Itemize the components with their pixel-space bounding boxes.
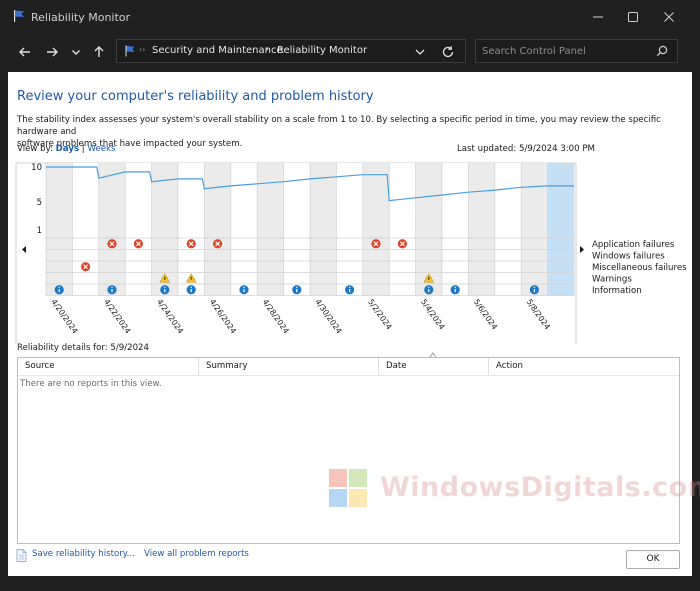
address-bar[interactable]: ›› Security and Maintenance › Reliabilit…: [116, 39, 466, 63]
flag-icon: [12, 9, 26, 23]
day-column-2[interactable]: [99, 163, 125, 296]
search-box[interactable]: [475, 39, 678, 63]
up-arrow-icon: [92, 45, 106, 59]
information-dot: [111, 287, 112, 288]
column-action[interactable]: Action: [489, 358, 679, 375]
breadcrumb-separator: ›: [265, 44, 269, 55]
day-column-12[interactable]: [363, 163, 389, 296]
information-dot: [191, 287, 192, 288]
close-button[interactable]: [654, 6, 684, 28]
event-row-label: Warnings: [592, 274, 632, 284]
information-dot: [428, 287, 429, 288]
table-header: Source Summary Date Action: [18, 358, 679, 376]
windows-logo-icon: [328, 468, 368, 508]
last-updated: Last updated: 5/9/2024 3:00 PM: [457, 144, 595, 154]
day-column-3[interactable]: [125, 163, 151, 296]
day-column-13[interactable]: [389, 163, 415, 296]
y-tick-label: 5: [37, 198, 42, 208]
event-row-label: Application failures: [592, 240, 675, 250]
details-label: Reliability details for: 5/9/2024: [17, 343, 149, 353]
column-date[interactable]: Date: [379, 358, 489, 375]
forward-button[interactable]: [42, 42, 62, 62]
breadcrumb-security-and-maintenance[interactable]: Security and Maintenance: [152, 45, 283, 56]
scroll-right-arrow-icon[interactable]: [580, 246, 584, 253]
view-days-link[interactable]: Days: [56, 144, 79, 154]
watermark: WindowsDigitals.com: [328, 466, 698, 510]
event-row-label: Information: [592, 286, 642, 296]
event-row-label: Windows failures: [592, 251, 665, 261]
chevron-down-icon: [70, 46, 82, 58]
up-button[interactable]: [89, 42, 109, 62]
day-column-16[interactable]: [468, 163, 494, 296]
day-column-18[interactable]: [521, 163, 547, 296]
day-column-1[interactable]: [72, 163, 98, 296]
flag-icon: [124, 45, 136, 57]
y-tick-label: 10: [31, 163, 42, 173]
refresh-icon[interactable]: [440, 44, 456, 60]
information-dot: [455, 287, 456, 288]
information-dot: [243, 287, 244, 288]
view-by: View by: Days | Weeks: [17, 144, 115, 154]
information-dot: [534, 287, 535, 288]
back-button[interactable]: [15, 42, 35, 62]
maximize-button[interactable]: [618, 6, 648, 28]
day-column-6[interactable]: [204, 163, 230, 296]
chevron-right-icon: ››: [139, 45, 145, 54]
watermark-text: WindowsDigitals.com: [380, 472, 700, 503]
minimize-button[interactable]: [583, 6, 613, 28]
document-save-icon: [16, 549, 27, 562]
day-column-9[interactable]: [284, 163, 310, 296]
search-icon[interactable]: [656, 45, 668, 57]
day-column-19[interactable]: [548, 163, 574, 296]
view-problem-reports-link[interactable]: View all problem reports: [144, 549, 249, 559]
forward-arrow-icon: [45, 45, 59, 59]
day-column-17[interactable]: [495, 163, 521, 296]
information-dot: [164, 287, 165, 288]
column-summary[interactable]: Summary: [199, 358, 379, 375]
close-icon: [663, 11, 675, 23]
view-weeks-link[interactable]: Weeks: [87, 144, 115, 154]
event-row-label: Miscellaneous failures: [592, 263, 687, 273]
minimize-icon: [592, 11, 604, 23]
address-dropdown-icon[interactable]: [413, 46, 427, 58]
back-arrow-icon: [18, 45, 32, 59]
breadcrumb-reliability-monitor[interactable]: Reliability Monitor: [277, 45, 367, 56]
day-column-7[interactable]: [231, 163, 257, 296]
footer: Save reliability history... View all pro…: [8, 544, 692, 576]
content-area: Review your computer's reliability and p…: [8, 72, 692, 576]
maximize-icon: [627, 11, 639, 23]
information-dot: [349, 287, 350, 288]
window-title: Reliability Monitor: [31, 11, 130, 24]
recent-locations-button[interactable]: [66, 42, 86, 62]
day-column-11[interactable]: [336, 163, 362, 296]
navigation-bar: ›› Security and Maintenance › Reliabilit…: [0, 34, 700, 72]
view-by-label: View by:: [17, 144, 53, 154]
ok-button[interactable]: OK: [626, 550, 680, 569]
day-column-10[interactable]: [310, 163, 336, 296]
search-input[interactable]: [482, 44, 642, 58]
title-bar: Reliability Monitor: [0, 0, 700, 34]
y-tick-label: 1: [37, 226, 42, 236]
column-source[interactable]: Source: [18, 358, 199, 375]
details-table: Source Summary Date Action There are no …: [17, 357, 680, 544]
information-dot: [59, 287, 60, 288]
day-column-0[interactable]: [46, 163, 72, 296]
description-line-1: The stability index assesses your system…: [17, 114, 685, 138]
empty-message: There are no reports in this view.: [20, 379, 162, 389]
information-dot: [296, 287, 297, 288]
view-separator: |: [82, 144, 85, 154]
save-history-link[interactable]: Save reliability history...: [32, 549, 135, 559]
page-title: Review your computer's reliability and p…: [17, 89, 374, 104]
day-column-15[interactable]: [442, 163, 468, 296]
